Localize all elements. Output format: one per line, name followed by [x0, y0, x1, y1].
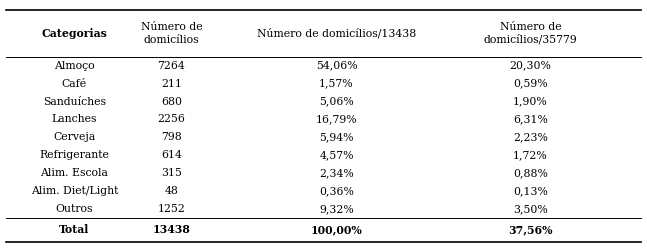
- Text: 5,06%: 5,06%: [319, 97, 354, 107]
- Text: 1,57%: 1,57%: [319, 79, 354, 89]
- Text: Número de domicílios/13438: Número de domicílios/13438: [257, 28, 416, 39]
- Text: Alim. Diet/Light: Alim. Diet/Light: [30, 186, 118, 196]
- Text: Número de
domicílios/35779: Número de domicílios/35779: [484, 22, 577, 45]
- Text: 211: 211: [161, 79, 182, 89]
- Text: 13438: 13438: [153, 225, 190, 235]
- Text: 2,34%: 2,34%: [319, 168, 354, 178]
- Text: 0,36%: 0,36%: [319, 186, 354, 196]
- Text: 7264: 7264: [158, 61, 185, 71]
- Text: 2256: 2256: [157, 114, 186, 124]
- Text: 48: 48: [164, 186, 179, 196]
- Text: Lanches: Lanches: [52, 114, 97, 124]
- Text: 0,88%: 0,88%: [513, 168, 548, 178]
- Text: 5,94%: 5,94%: [319, 132, 354, 142]
- Text: Almoço: Almoço: [54, 61, 94, 71]
- Text: Alim. Escola: Alim. Escola: [41, 168, 108, 178]
- Text: 20,30%: 20,30%: [510, 61, 551, 71]
- Text: 0,13%: 0,13%: [513, 186, 548, 196]
- Text: 315: 315: [161, 168, 182, 178]
- Text: 37,56%: 37,56%: [509, 225, 553, 235]
- Text: 1,72%: 1,72%: [513, 150, 548, 160]
- Text: Total: Total: [60, 225, 89, 235]
- Text: Refrigerante: Refrigerante: [39, 150, 109, 160]
- Text: 614: 614: [161, 150, 182, 160]
- Text: Café: Café: [62, 79, 87, 89]
- Text: 798: 798: [161, 132, 182, 142]
- Text: 1252: 1252: [157, 204, 186, 214]
- Text: 6,31%: 6,31%: [513, 114, 548, 124]
- Text: Número de
domicílios: Número de domicílios: [140, 22, 203, 45]
- Text: Cerveja: Cerveja: [53, 132, 96, 142]
- Text: 100,00%: 100,00%: [311, 225, 362, 235]
- Text: Categorias: Categorias: [41, 28, 107, 39]
- Text: 0,59%: 0,59%: [513, 79, 548, 89]
- Text: 1,90%: 1,90%: [513, 97, 548, 107]
- Text: 2,23%: 2,23%: [513, 132, 548, 142]
- Text: 9,32%: 9,32%: [319, 204, 354, 214]
- Text: 680: 680: [161, 97, 182, 107]
- Text: 16,79%: 16,79%: [316, 114, 357, 124]
- Text: Sanduíches: Sanduíches: [43, 97, 106, 107]
- Text: 54,06%: 54,06%: [316, 61, 357, 71]
- Text: 4,57%: 4,57%: [319, 150, 354, 160]
- Text: Outros: Outros: [56, 204, 93, 214]
- Text: 3,50%: 3,50%: [513, 204, 548, 214]
